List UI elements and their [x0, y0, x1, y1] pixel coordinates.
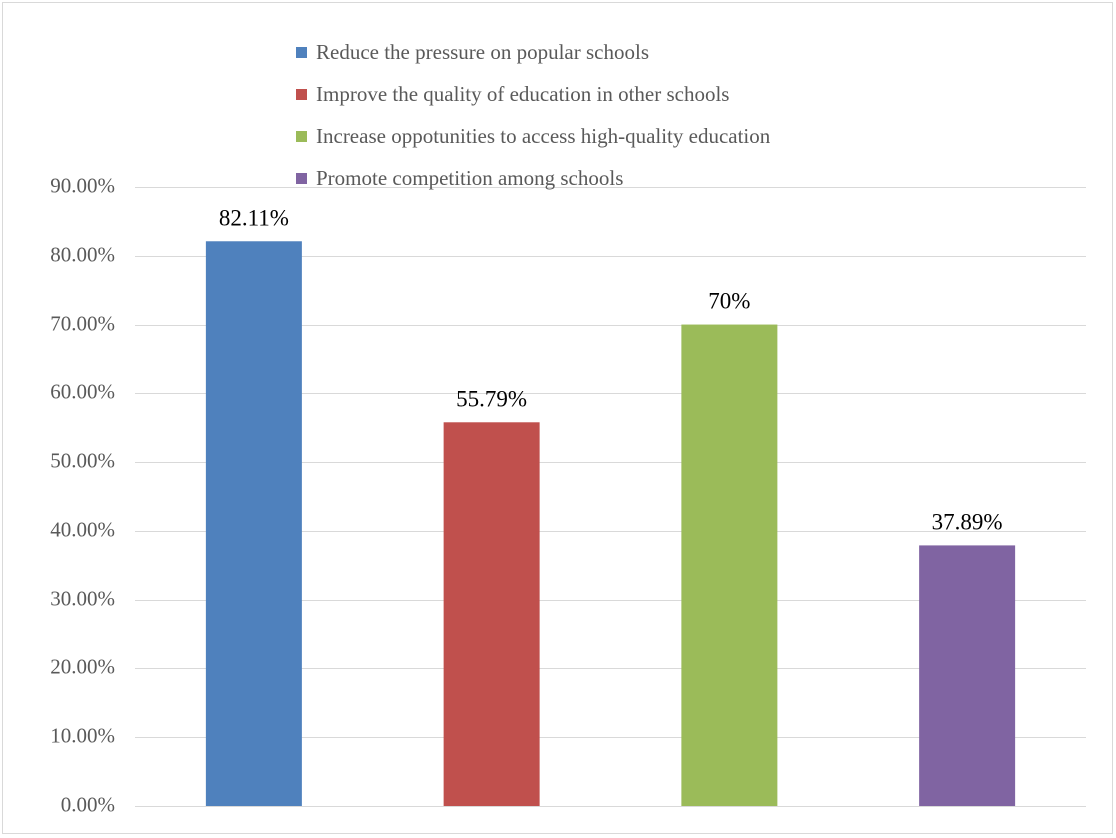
- legend-swatch: [296, 130, 307, 142]
- y-tick-label: 10.00%: [50, 723, 115, 747]
- bar: [919, 545, 1016, 806]
- legend: Reduce the pressure on popular schools Im…: [296, 31, 770, 199]
- y-tick-label: 30.00%: [50, 586, 115, 610]
- bar: [681, 324, 778, 806]
- legend-entry: Increase oppotunities to access high-qua…: [296, 115, 770, 157]
- y-tick-label: 0.00%: [61, 792, 115, 816]
- legend-entry: Improve the quality of education in othe…: [296, 73, 770, 115]
- y-tick-label: 20.00%: [50, 654, 115, 678]
- legend-label: Reduce the pressure on popular schools: [316, 39, 649, 64]
- bar-value-label: 70%: [708, 289, 750, 314]
- bar-value-label: 37.89%: [932, 509, 1003, 534]
- y-tick-label: 60.00%: [50, 379, 115, 403]
- legend-swatch: [296, 46, 307, 58]
- bars: [205, 241, 1016, 806]
- bar-value-label: 82.11%: [219, 205, 289, 230]
- legend-entry: Promote competition among schools: [296, 157, 770, 199]
- y-axis-tick-labels: 0.00% 10.00% 20.00% 30.00% 40.00% 50.00% 60.00…: [50, 173, 115, 816]
- bar-chart: 0.00% 10.00% 20.00% 30.00% 40.00% 50.00% 60.00…: [50, 173, 1086, 816]
- y-tick-label: 80.00%: [50, 242, 115, 266]
- legend-swatch: [296, 172, 307, 184]
- y-tick-label: 70.00%: [50, 311, 115, 335]
- y-tick-label: 50.00%: [50, 448, 115, 472]
- bar-value-label: 55.79%: [456, 386, 527, 411]
- legend-label: Promote competition among schools: [316, 165, 624, 190]
- bar: [205, 241, 302, 806]
- legend-label: Improve the quality of education in othe…: [316, 81, 730, 106]
- y-tick-label: 90.00%: [50, 173, 115, 197]
- legend-label: Increase oppotunities to access high-qua…: [316, 123, 771, 148]
- legend-swatch: [296, 88, 307, 100]
- y-tick-label: 40.00%: [50, 517, 115, 541]
- bar: [443, 422, 540, 806]
- data-labels: 82.11% 55.79% 70% 37.89%: [219, 205, 1003, 534]
- legend-entry: Reduce the pressure on popular schools: [296, 31, 770, 73]
